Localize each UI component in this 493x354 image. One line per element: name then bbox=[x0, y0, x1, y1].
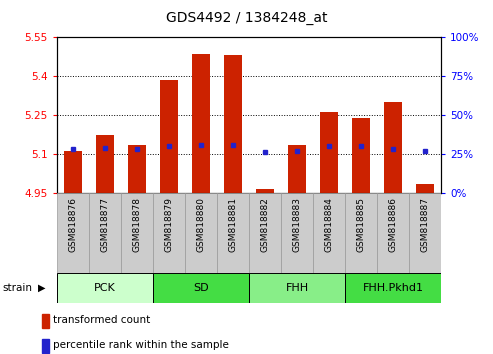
Bar bbox=[41, 339, 49, 353]
Text: GSM818878: GSM818878 bbox=[132, 197, 141, 252]
Bar bbox=[89, 193, 121, 273]
Text: GSM818883: GSM818883 bbox=[292, 197, 302, 252]
Text: GDS4492 / 1384248_at: GDS4492 / 1384248_at bbox=[166, 11, 327, 25]
Text: GSM818877: GSM818877 bbox=[100, 197, 109, 252]
Bar bbox=[217, 193, 249, 273]
Text: percentile rank within the sample: percentile rank within the sample bbox=[53, 340, 229, 350]
Bar bbox=[57, 273, 153, 303]
Text: GSM818884: GSM818884 bbox=[324, 197, 334, 252]
Text: GSM818886: GSM818886 bbox=[388, 197, 398, 252]
Bar bbox=[96, 135, 113, 193]
Bar bbox=[256, 189, 274, 193]
Bar bbox=[385, 102, 402, 193]
Bar bbox=[153, 273, 249, 303]
Text: GSM818882: GSM818882 bbox=[260, 197, 270, 252]
Text: GSM818887: GSM818887 bbox=[421, 197, 430, 252]
Text: SD: SD bbox=[193, 282, 209, 293]
Bar bbox=[313, 193, 345, 273]
Bar bbox=[417, 184, 434, 193]
Text: GSM818885: GSM818885 bbox=[356, 197, 366, 252]
Text: GSM818876: GSM818876 bbox=[68, 197, 77, 252]
Text: ▶: ▶ bbox=[38, 282, 45, 293]
Bar bbox=[185, 193, 217, 273]
Bar bbox=[224, 55, 242, 193]
Bar bbox=[345, 193, 377, 273]
Bar bbox=[249, 273, 345, 303]
Bar bbox=[249, 193, 281, 273]
Bar bbox=[281, 193, 313, 273]
Bar bbox=[128, 145, 145, 193]
Text: GSM818879: GSM818879 bbox=[164, 197, 174, 252]
Bar bbox=[57, 193, 89, 273]
Bar bbox=[64, 152, 81, 193]
Text: FHH.Pkhd1: FHH.Pkhd1 bbox=[363, 282, 423, 293]
Bar bbox=[41, 314, 49, 328]
Bar bbox=[377, 193, 409, 273]
Bar bbox=[192, 54, 210, 193]
Text: transformed count: transformed count bbox=[53, 315, 150, 325]
Bar bbox=[320, 113, 338, 193]
Bar bbox=[345, 273, 441, 303]
Bar bbox=[409, 193, 441, 273]
Bar bbox=[352, 118, 370, 193]
Bar bbox=[160, 80, 177, 193]
Text: GSM818880: GSM818880 bbox=[196, 197, 206, 252]
Text: GSM818881: GSM818881 bbox=[228, 197, 238, 252]
Bar bbox=[288, 145, 306, 193]
Text: PCK: PCK bbox=[94, 282, 116, 293]
Text: FHH: FHH bbox=[285, 282, 309, 293]
Bar bbox=[121, 193, 153, 273]
Bar bbox=[153, 193, 185, 273]
Text: strain: strain bbox=[2, 282, 33, 293]
